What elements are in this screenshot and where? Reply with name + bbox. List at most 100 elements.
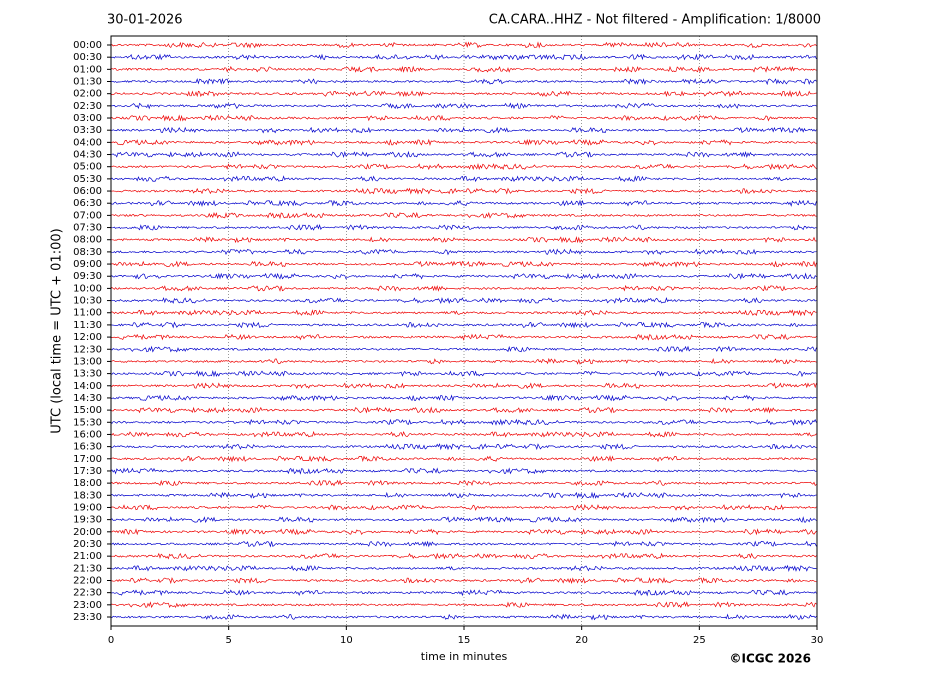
row-label: 02:30 xyxy=(73,101,102,112)
row-label: 00:00 xyxy=(73,40,102,51)
trace xyxy=(110,211,817,220)
row-label: 16:30 xyxy=(73,442,102,453)
x-axis-label: time in minutes xyxy=(421,650,508,663)
row-label: 15:00 xyxy=(73,405,102,416)
x-tick-label: 30 xyxy=(811,635,824,646)
trace xyxy=(110,126,817,134)
row-label: 14:30 xyxy=(73,393,102,404)
trace xyxy=(110,552,817,560)
trace xyxy=(110,589,817,597)
row-label: 03:00 xyxy=(73,113,102,124)
row-label: 08:30 xyxy=(73,247,102,258)
credit: ©ICGC 2026 xyxy=(729,652,811,666)
row-label: 19:00 xyxy=(73,502,102,513)
trace xyxy=(110,199,817,207)
x-tick-label: 10 xyxy=(340,635,353,646)
trace xyxy=(110,53,817,61)
trace xyxy=(110,223,817,231)
row-label: 09:30 xyxy=(73,271,102,282)
chart-title: CA.CARA..HHZ - Not filtered - Amplificat… xyxy=(489,13,821,28)
row-label: 04:00 xyxy=(73,137,102,148)
row-label: 19:30 xyxy=(73,515,102,526)
trace xyxy=(110,394,817,402)
trace xyxy=(110,260,817,268)
row-label: 13:00 xyxy=(73,356,102,367)
trace xyxy=(110,418,817,426)
trace xyxy=(111,102,817,110)
trace xyxy=(111,163,817,171)
trace xyxy=(110,284,817,292)
plot-area xyxy=(110,36,817,626)
trace xyxy=(110,455,817,463)
row-label: 23:00 xyxy=(73,600,102,611)
row-label: 02:00 xyxy=(73,89,102,100)
trace xyxy=(110,321,817,329)
row-label: 16:00 xyxy=(73,429,102,440)
row-label: 01:00 xyxy=(73,64,102,75)
row-label: 15:30 xyxy=(73,417,102,428)
row-label: 14:00 xyxy=(73,381,102,392)
trace xyxy=(110,564,817,572)
trace xyxy=(110,150,817,159)
date-title: 30-01-2026 xyxy=(107,13,183,28)
row-label: 06:30 xyxy=(73,198,102,209)
x-tick-label: 15 xyxy=(458,635,471,646)
row-label: 10:30 xyxy=(73,296,102,307)
x-tick-label: 0 xyxy=(108,635,114,646)
row-label: 20:30 xyxy=(73,539,102,550)
row-label: 12:30 xyxy=(73,344,102,355)
row-label: 20:00 xyxy=(73,527,102,538)
row-label: 04:30 xyxy=(73,150,102,161)
row-label: 23:30 xyxy=(73,612,102,623)
trace xyxy=(110,345,817,353)
trace xyxy=(110,406,817,414)
trace xyxy=(110,613,817,621)
trace xyxy=(110,333,817,341)
row-label: 09:00 xyxy=(73,259,102,270)
row-label: 22:00 xyxy=(73,575,102,586)
trace xyxy=(110,577,817,585)
trace xyxy=(110,430,817,438)
row-label: 05:30 xyxy=(73,174,102,185)
row-label: 05:00 xyxy=(73,162,102,173)
x-tick-label: 25 xyxy=(693,635,706,646)
trace xyxy=(110,90,817,98)
trace xyxy=(110,504,817,511)
trace xyxy=(110,65,817,74)
x-tick-label: 20 xyxy=(575,635,588,646)
row-label: 11:30 xyxy=(73,320,102,331)
trace xyxy=(110,443,817,451)
row-label: 17:00 xyxy=(73,454,102,465)
trace xyxy=(110,540,817,548)
trace xyxy=(110,309,817,317)
trace xyxy=(110,382,817,390)
row-label: 00:30 xyxy=(73,52,102,63)
trace xyxy=(110,479,817,487)
row-label: 11:00 xyxy=(73,308,102,319)
trace xyxy=(110,601,817,609)
row-label: 13:30 xyxy=(73,369,102,380)
trace xyxy=(110,77,817,86)
row-label: 17:30 xyxy=(73,466,102,477)
row-label: 18:30 xyxy=(73,490,102,501)
trace xyxy=(110,467,817,475)
trace xyxy=(110,138,817,147)
y-axis-label: UTC (local time = UTC + 01:00) xyxy=(50,228,65,433)
row-label: 03:30 xyxy=(73,125,102,136)
row-label: 08:00 xyxy=(73,235,102,246)
x-tick-label: 5 xyxy=(225,635,231,646)
trace xyxy=(110,272,817,280)
trace xyxy=(110,236,817,244)
trace xyxy=(110,491,817,499)
row-label: 07:30 xyxy=(73,223,102,234)
row-label: 21:30 xyxy=(73,563,102,574)
row-label: 10:00 xyxy=(73,283,102,294)
trace xyxy=(110,357,817,365)
trace xyxy=(110,296,817,305)
row-label: 01:30 xyxy=(73,77,102,88)
trace xyxy=(110,369,817,378)
trace xyxy=(110,175,817,183)
trace xyxy=(110,187,817,195)
row-label: 07:00 xyxy=(73,210,102,221)
